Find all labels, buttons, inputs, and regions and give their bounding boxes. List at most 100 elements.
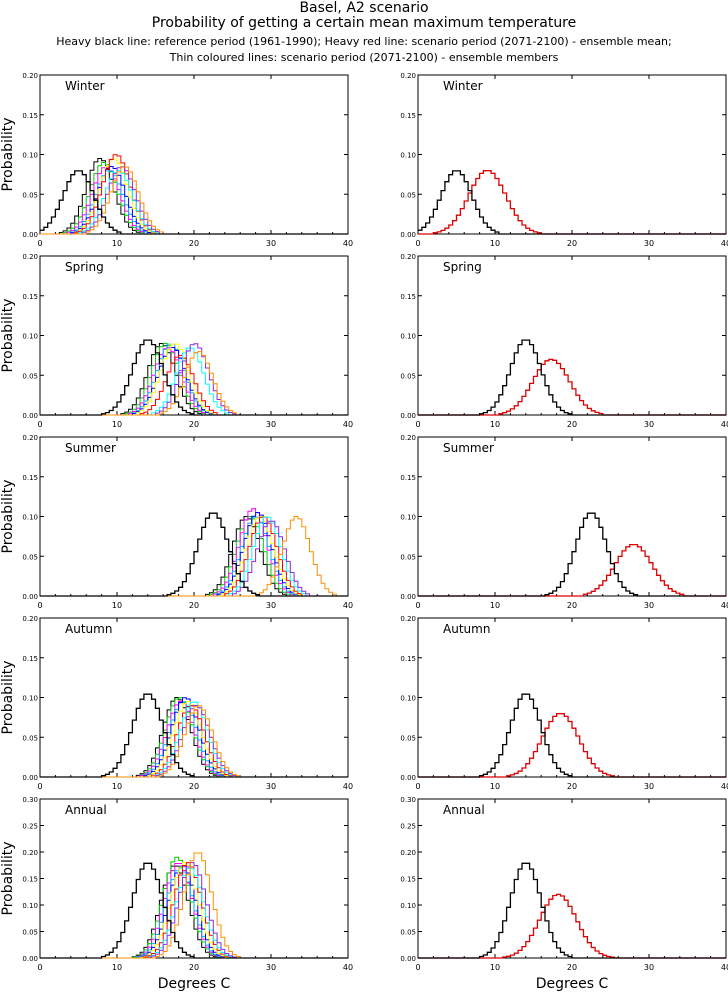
panel-autumn-mean: 0 10 20 30 40 0.00 0.05 0.10 0.15 0.20 Autumn [400, 615, 728, 791]
panel-winter-members: 0 10 20 30 40 0.00 0.05 0.10 0.15 0.20 Winter Proba… [0, 72, 353, 248]
plot-frame [417, 798, 727, 959]
x-tick-label: 30 [266, 239, 276, 248]
season-label: Autumn [65, 622, 112, 636]
y-tick-label: 0.15 [400, 474, 416, 482]
x-tick-label: 0 [37, 782, 42, 791]
panel-spring-mean: 0 10 20 30 40 0.00 0.05 0.10 0.15 0.20 Spring [400, 253, 728, 429]
plot-frame [39, 617, 349, 778]
y-tick-label: 0.30 [400, 796, 416, 804]
reference-period-line [40, 862, 348, 959]
x-tick-label: 20 [567, 963, 577, 972]
reference-period-line [418, 339, 726, 416]
x-tick-label: 30 [266, 782, 276, 791]
x-tick-label: 20 [189, 601, 199, 610]
y-tick-label: 0.15 [22, 876, 38, 884]
y-tick-label: 0.10 [22, 514, 38, 522]
x-tick-label: 20 [189, 239, 199, 248]
y-tick-label: 0.10 [22, 333, 38, 341]
x-tick-label: 0 [37, 239, 42, 248]
y-tick-label: 0.00 [22, 231, 38, 239]
x-tick-label: 30 [644, 239, 654, 248]
season-label: Autumn [443, 622, 490, 636]
y-tick-label: 0.15 [400, 655, 416, 663]
y-tick-label: 0.05 [400, 191, 416, 199]
x-tick-label: 0 [37, 420, 42, 429]
x-tick-label: 20 [189, 782, 199, 791]
x-tick-label: 0 [415, 239, 420, 248]
season-label: Annual [65, 803, 107, 817]
y-tick-label: 0.20 [22, 72, 38, 80]
panel-annual-mean: 0 10 20 30 40 0.00 0.05 0.10 0.15 0.20 0.25 0.30 Ann… [400, 796, 728, 992]
y-tick-label: 0.20 [400, 849, 416, 857]
reference-period-line [40, 170, 348, 235]
x-tick-label: 0 [415, 963, 420, 972]
y-tick-label: 0.10 [400, 333, 416, 341]
x-tick-label: 30 [644, 782, 654, 791]
y-tick-label: 0.10 [400, 695, 416, 703]
plot-frame [39, 436, 349, 597]
panel-summer-mean: 0 10 20 30 40 0.00 0.05 0.10 0.15 0.20 Summer [400, 434, 728, 610]
y-tick-label: 0.20 [400, 434, 416, 442]
y-tick-label: 0.00 [400, 774, 416, 782]
plot-frame [417, 255, 727, 416]
x-tick-label: 0 [415, 601, 420, 610]
panel-spring-members: 0 10 20 30 40 0.00 0.05 0.10 0.15 0.20 Spring Proba… [0, 253, 353, 429]
season-label: Winter [443, 79, 483, 93]
y-tick-label: 0.10 [22, 152, 38, 160]
y-tick-label: 0.20 [22, 849, 38, 857]
x-tick-label: 40 [343, 420, 353, 429]
y-tick-label: 0.20 [400, 615, 416, 623]
y-tick-label: 0.00 [400, 955, 416, 963]
y-tick-label: 0.20 [22, 615, 38, 623]
y-tick-label: 0.05 [22, 372, 38, 380]
x-tick-label: 20 [567, 239, 577, 248]
plot-frame [417, 436, 727, 597]
x-tick-label: 30 [266, 601, 276, 610]
panel-autumn-members: 0 10 20 30 40 0.00 0.05 0.10 0.15 0.20 Autumn Proba… [0, 615, 353, 791]
y-tick-label: 0.10 [22, 695, 38, 703]
y-tick-label: 0.15 [400, 293, 416, 301]
y-axis-label: Probability [0, 298, 16, 372]
panel-summer-members: 0 10 20 30 40 0.00 0.05 0.10 0.15 0.20 Summer Proba… [0, 434, 353, 610]
y-tick-label: 0.20 [22, 434, 38, 442]
y-tick-label: 0.25 [22, 823, 38, 831]
x-tick-label: 20 [567, 782, 577, 791]
y-axis-label: Probability [0, 841, 16, 915]
x-tick-label: 10 [490, 782, 500, 791]
chart-subtitle: Probability of getting a certain mean ma… [151, 15, 577, 31]
ensemble-mean-line [418, 358, 726, 416]
y-tick-label: 0.05 [22, 734, 38, 742]
x-tick-label: 0 [415, 782, 420, 791]
y-tick-label: 0.05 [400, 372, 416, 380]
y-tick-label: 0.00 [22, 774, 38, 782]
x-tick-label: 30 [644, 420, 654, 429]
season-label: Summer [443, 441, 494, 455]
x-tick-label: 10 [490, 963, 500, 972]
y-tick-label: 0.05 [400, 553, 416, 561]
y-tick-label: 0.20 [400, 253, 416, 261]
x-tick-label: 20 [189, 420, 199, 429]
x-tick-label: 30 [644, 963, 654, 972]
x-tick-label: 0 [415, 420, 420, 429]
season-label: Spring [443, 260, 482, 274]
y-tick-label: 0.05 [22, 553, 38, 561]
panel-annual-members: 0 10 20 30 40 0.00 0.05 0.10 0.15 0.20 0.25 0.30 Ann… [0, 796, 353, 992]
reference-period-line [418, 170, 726, 235]
x-tick-label: 10 [490, 239, 500, 248]
y-tick-label: 0.00 [22, 412, 38, 420]
x-tick-label: 0 [37, 601, 42, 610]
y-tick-label: 0.00 [22, 593, 38, 601]
y-tick-label: 0.25 [400, 823, 416, 831]
season-label: Summer [65, 441, 116, 455]
ensemble-mean-line [418, 713, 726, 778]
x-tick-label: 40 [721, 239, 728, 248]
x-tick-label: 10 [112, 420, 122, 429]
x-tick-label: 40 [721, 601, 728, 610]
x-tick-label: 40 [721, 963, 728, 972]
x-tick-label: 10 [112, 963, 122, 972]
y-tick-label: 0.30 [22, 796, 38, 804]
x-tick-label: 40 [721, 782, 728, 791]
y-tick-label: 0.05 [400, 929, 416, 937]
reference-period-line [418, 862, 726, 959]
